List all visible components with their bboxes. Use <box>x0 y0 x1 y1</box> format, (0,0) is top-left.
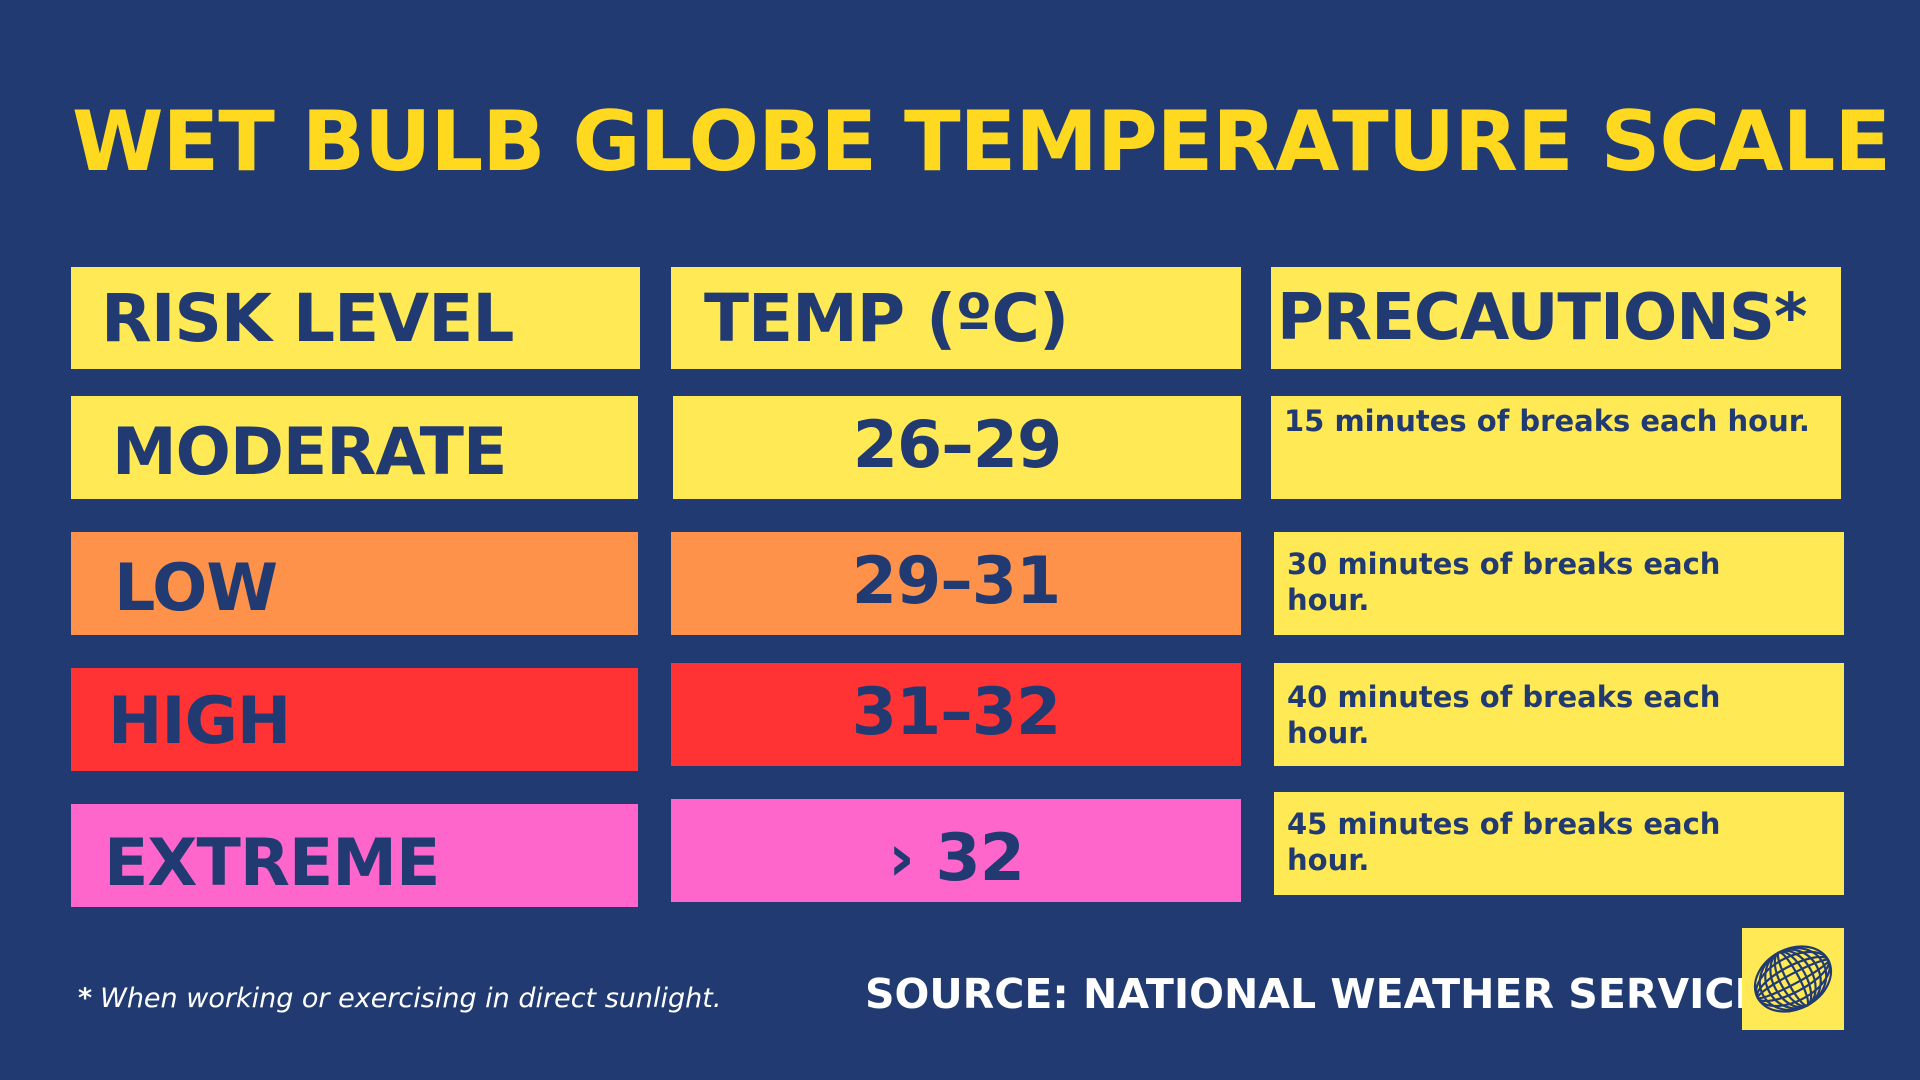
risk-level-low: LOW <box>71 532 638 635</box>
risk-level-moderate-label: MODERATE <box>112 415 507 490</box>
precaution-moderate: 15 minutes of breaks each hour. <box>1271 396 1841 499</box>
globe-logo-graphic <box>1753 945 1833 1013</box>
precaution-high-text: 40 minutes of breaks each hour. <box>1287 680 1721 750</box>
temp-extreme: › 32 <box>671 799 1241 902</box>
risk-level-extreme: EXTREME <box>71 804 638 907</box>
risk-level-moderate: MODERATE <box>71 396 638 499</box>
footnote: * When working or exercising in direct su… <box>78 983 721 1014</box>
precaution-low-text: 30 minutes of breaks each hour. <box>1287 547 1721 617</box>
header-precautions: PRECAUTIONS* <box>1271 267 1841 369</box>
risk-level-high: HIGH <box>71 668 638 771</box>
header-risk-level: RISK LEVEL <box>71 267 640 369</box>
precaution-extreme: 45 minutes of breaks each hour. <box>1274 792 1844 895</box>
temp-low-value: 29–31 <box>851 544 1061 619</box>
temp-high: 31–32 <box>671 663 1241 766</box>
temp-moderate-value: 26–29 <box>852 408 1062 483</box>
header-temp-label: TEMP (ºC) <box>704 279 1069 357</box>
precaution-high: 40 minutes of breaks each hour. <box>1274 663 1844 766</box>
risk-level-high-label: HIGH <box>108 684 291 759</box>
globe-logo-icon <box>1742 928 1844 1030</box>
precaution-extreme-text: 45 minutes of breaks each hour. <box>1287 807 1721 877</box>
temp-moderate: 26–29 <box>673 396 1241 499</box>
header-temp: TEMP (ºC) <box>671 267 1241 369</box>
risk-level-extreme-label: EXTREME <box>104 826 440 901</box>
precaution-moderate-text: 15 minutes of breaks each hour. <box>1284 404 1810 438</box>
source-credit: SOURCE: NATIONAL WEATHER SERVICE <box>865 970 1763 1018</box>
header-precautions-label: PRECAUTIONS* <box>1277 281 1807 355</box>
risk-level-low-label: LOW <box>114 551 278 626</box>
temp-low: 29–31 <box>671 532 1241 635</box>
footnote-text: When working or exercising in direct sun… <box>100 983 722 1014</box>
precaution-low: 30 minutes of breaks each hour. <box>1274 532 1844 635</box>
temp-extreme-value: › 32 <box>888 821 1025 896</box>
header-risk-level-label: RISK LEVEL <box>101 279 514 357</box>
footnote-marker: * <box>78 983 93 1014</box>
page-title: WET BULB GLOBE TEMPERATURE SCALE <box>72 93 1891 190</box>
temp-high-value: 31–32 <box>851 675 1061 750</box>
